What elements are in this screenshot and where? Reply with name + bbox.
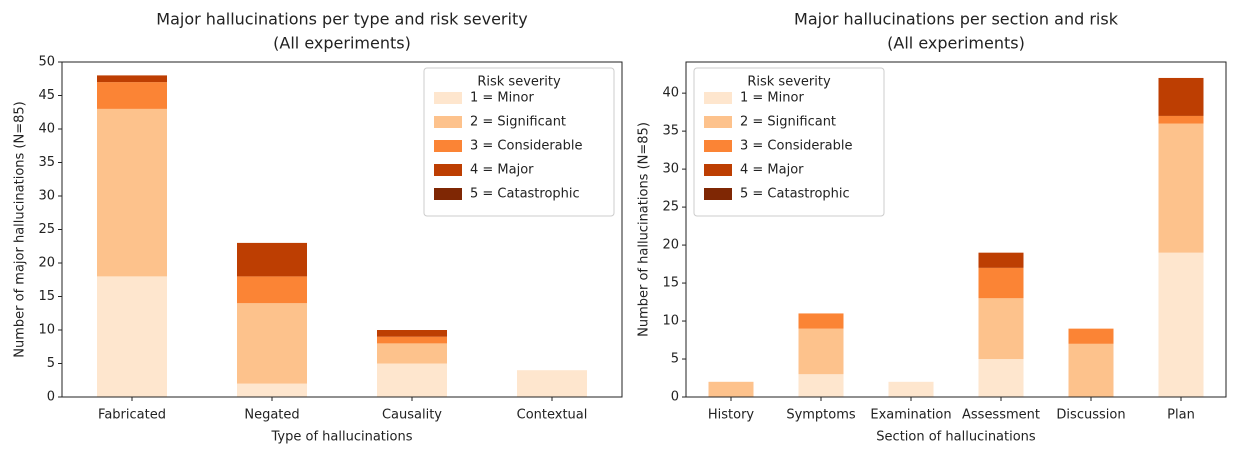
bar-segment [237, 303, 307, 384]
legend-swatch [434, 92, 462, 104]
legend-label: 4 = Major [470, 163, 534, 178]
y-axis-label: Number of hallucinations (N=85) [637, 122, 652, 337]
legend-swatch [704, 116, 732, 128]
legend-swatch [704, 140, 732, 152]
x-axis-label: Section of hallucinations [876, 430, 1036, 445]
bar-segment [978, 252, 1024, 268]
x-tick-label: Examination [870, 408, 951, 423]
legend-swatch [704, 164, 732, 176]
y-tick-label: 25 [38, 222, 55, 237]
legend-swatch [434, 116, 462, 128]
y-tick-label: 10 [662, 314, 679, 329]
x-tick-label: Discussion [1056, 408, 1125, 423]
y-tick-label: 0 [47, 390, 55, 405]
bar-segment [1068, 343, 1114, 397]
bar-segment [1158, 115, 1204, 124]
y-tick-label: 5 [47, 356, 55, 371]
legend-swatch [434, 140, 462, 152]
chart-subtitle: (All experiments) [273, 34, 411, 53]
y-tick-label: 0 [671, 390, 679, 405]
bar-segment [517, 370, 587, 397]
bar-segment [1158, 77, 1204, 116]
bar-segment [377, 336, 447, 344]
plot-frame [61, 61, 623, 398]
x-tick-label: Symptoms [786, 408, 856, 423]
legend-label: 2 = Significant [740, 115, 836, 130]
y-tick-label: 10 [38, 323, 55, 338]
y-tick-label: 30 [662, 162, 679, 177]
x-tick-label: Negated [244, 408, 299, 423]
bar-segment [237, 383, 307, 397]
bar-segment [237, 242, 307, 277]
chart-title: Major hallucinations per section and ris… [794, 10, 1119, 29]
legend-box [693, 67, 885, 217]
y-tick-label: 15 [662, 276, 679, 291]
y-tick-label: 40 [662, 86, 679, 101]
legend-label: 5 = Catastrophic [470, 187, 580, 202]
legend-swatch [434, 188, 462, 200]
legend-title: Risk severity [747, 75, 831, 90]
legend-box [423, 67, 615, 217]
y-tick-label: 40 [38, 122, 55, 137]
y-tick-label: 25 [662, 200, 679, 215]
plot-frame [685, 61, 1227, 398]
legend-label: 5 = Catastrophic [740, 187, 850, 202]
x-tick-label: Assessment [962, 408, 1040, 423]
legend-swatch [434, 164, 462, 176]
y-tick-label: 20 [662, 238, 679, 253]
legend-label: 1 = Minor [470, 91, 534, 106]
bar-segment [1068, 328, 1114, 344]
legend-label: 2 = Significant [470, 115, 566, 130]
bar-segment [978, 267, 1024, 299]
legend-swatch [704, 92, 732, 104]
x-tick-label: Plan [1167, 408, 1195, 423]
legend-label: 4 = Major [740, 163, 804, 178]
bar-segment [97, 108, 167, 277]
bar-segment [978, 359, 1024, 397]
bar-segment [978, 298, 1024, 360]
bar-segment [798, 313, 844, 329]
chart: Major hallucinations per section and ris… [637, 10, 1227, 445]
y-axis-label: Number of major hallucinations (N=85) [13, 101, 28, 357]
x-axis-label: Type of hallucinations [271, 430, 413, 445]
y-tick-label: 50 [38, 55, 55, 70]
legend-label: 3 = Considerable [470, 139, 583, 154]
legend-label: 1 = Minor [740, 91, 804, 106]
y-tick-label: 15 [38, 289, 55, 304]
chart-title: Major hallucinations per type and risk s… [156, 10, 527, 29]
y-tick-label: 30 [38, 189, 55, 204]
bar-segment [708, 381, 754, 397]
y-tick-label: 35 [38, 155, 55, 170]
y-tick-label: 20 [38, 256, 55, 271]
x-tick-label: History [708, 408, 755, 423]
bar-segment [1158, 123, 1204, 253]
x-tick-label: Fabricated [98, 408, 166, 423]
bar-segment [888, 381, 934, 397]
bar-segment [97, 82, 167, 109]
legend-swatch [704, 188, 732, 200]
bar-segment [237, 276, 307, 304]
bar-segment [97, 75, 167, 83]
y-tick-label: 35 [662, 124, 679, 139]
y-tick-label: 5 [671, 352, 679, 367]
x-tick-label: Causality [382, 408, 442, 423]
bar-segment [798, 374, 844, 397]
bar-segment [377, 343, 447, 364]
chart: Major hallucinations per type and risk s… [13, 10, 623, 445]
bar-segment [97, 276, 167, 397]
bar-segment [798, 328, 844, 375]
bar-segment [377, 363, 447, 397]
legend-label: 3 = Considerable [740, 139, 853, 154]
bar-segment [1158, 252, 1204, 397]
y-tick-label: 45 [38, 88, 55, 103]
chart-subtitle: (All experiments) [887, 34, 1025, 53]
legend-title: Risk severity [477, 75, 561, 90]
bar-segment [377, 330, 447, 337]
x-tick-label: Contextual [517, 408, 588, 423]
